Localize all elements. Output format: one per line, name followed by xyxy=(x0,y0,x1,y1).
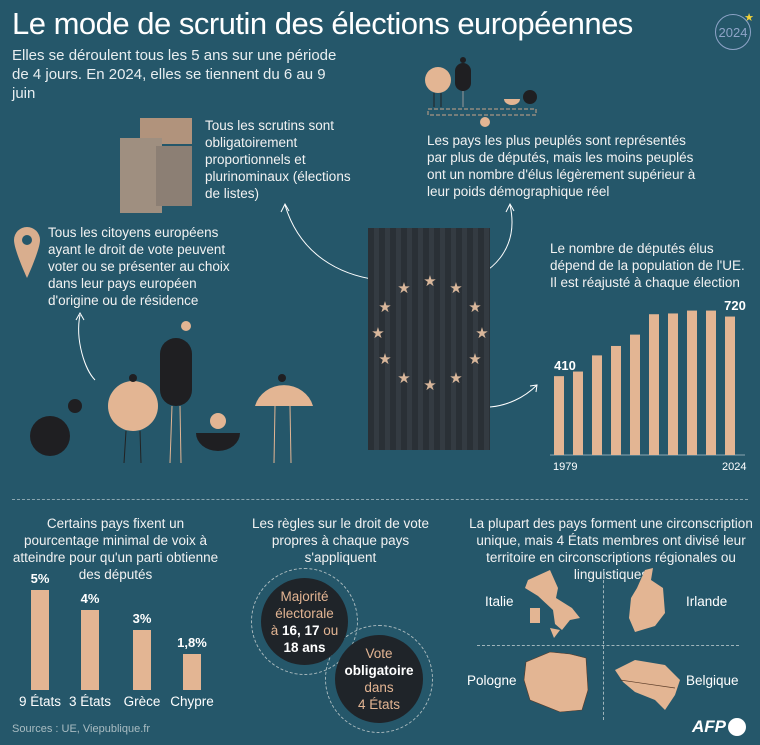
bar-2009 xyxy=(668,313,678,455)
map-ireland xyxy=(629,568,665,632)
circle2-line4: 4 États xyxy=(357,697,401,712)
page-title: Le mode de scrutin des élections europée… xyxy=(12,6,633,41)
location-pin-icon xyxy=(14,227,40,278)
circle2-line1: Vote xyxy=(365,646,393,661)
circle1-line3c: ou xyxy=(319,622,339,638)
bar-1999 xyxy=(630,334,640,455)
circle1-line2: électorale xyxy=(275,605,334,621)
constituencies-title: La plupart des pays forment une circonsc… xyxy=(469,516,753,582)
category-label: 3 États xyxy=(68,694,112,709)
eu-flag-curtain xyxy=(368,228,490,450)
sources: Sources : UE, Viepublique.fr xyxy=(12,723,150,735)
bar-3 États xyxy=(81,610,99,690)
eu-stars: ★ ★ ★ ★ ★ ★ ★ ★ ★ ★ ★ ★ xyxy=(371,273,488,394)
label-italie: Italie xyxy=(485,594,514,609)
afp-logo-circle xyxy=(728,718,746,736)
circle-compulsory: Vote obligatoire dans 4 États xyxy=(335,635,423,723)
star-icon: ★ xyxy=(449,370,462,387)
bar-Chypre xyxy=(183,654,201,690)
label-irlande: Irlande xyxy=(686,594,728,609)
star-icon: ★ xyxy=(468,299,481,316)
star-icon: ★ xyxy=(423,377,436,394)
star-icon: ★ xyxy=(468,351,481,368)
note-citizens: Tous les citoyens européens ayant le dro… xyxy=(48,225,230,308)
x-tick-2024: 2024 xyxy=(722,461,747,473)
page-subtitle: Elles se déroulent tous les 5 ans sur un… xyxy=(12,47,337,102)
bar-1984 xyxy=(573,371,583,455)
seats-chart xyxy=(550,310,745,456)
badge-year: 2024 xyxy=(718,24,748,40)
category-label: 9 États xyxy=(18,694,62,709)
circle1-line4: 18 ans xyxy=(283,639,326,655)
afp-logo: AFP xyxy=(692,717,746,737)
circle1-ages: 16, 17 xyxy=(281,622,320,638)
star-icon: ★ xyxy=(744,12,754,24)
bar-2014 xyxy=(687,310,697,455)
circle1-line1: Majorité xyxy=(280,588,329,604)
star-icon: ★ xyxy=(378,351,391,368)
bar-2024 xyxy=(725,316,735,455)
data-label-last: 720 xyxy=(724,298,746,313)
data-label: 1,8% xyxy=(177,635,207,650)
note-proportional: Tous les scrutins sont obligatoirement p… xyxy=(205,118,351,201)
bar-1979 xyxy=(554,376,564,455)
ring-compulsory xyxy=(325,625,433,733)
map-divider-h xyxy=(477,645,739,646)
category-label: Grèce xyxy=(123,694,161,709)
data-label: 3% xyxy=(132,611,152,626)
voting-rules-title: Les règles sur le droit de vote propres … xyxy=(251,516,430,565)
circle2-line2: obligatoire xyxy=(344,663,414,678)
label-pologne: Pologne xyxy=(467,673,517,688)
star-icon: ★ xyxy=(397,370,410,387)
circle-majority: Majorité électorale à 16, 17 ou 18 ans xyxy=(261,578,348,665)
label-belgique: Belgique xyxy=(686,673,739,688)
note-population: Les pays les plus peuplés sont représent… xyxy=(427,133,696,199)
star-icon: ★ xyxy=(397,280,410,297)
afp-logo-text: AFP xyxy=(692,717,726,736)
citizens-illustration xyxy=(30,321,313,464)
bar-1989 xyxy=(592,355,602,455)
data-label: 5% xyxy=(30,571,50,586)
divider xyxy=(12,499,748,500)
map-poland xyxy=(523,651,589,713)
bar-2004 xyxy=(649,314,659,455)
data-label: 4% xyxy=(80,591,100,606)
threshold-chart xyxy=(31,590,201,690)
star-icon: ★ xyxy=(449,280,462,297)
circle2-line3: dans xyxy=(364,680,394,695)
year-badge: 2024 ★ xyxy=(715,12,754,50)
balance-illustration xyxy=(425,57,537,127)
map-belgium xyxy=(615,660,680,710)
bar-9 États xyxy=(31,590,49,690)
map-italy xyxy=(525,570,580,638)
bar-1994 xyxy=(611,345,621,455)
bar-2019 xyxy=(706,310,716,455)
x-tick-1979: 1979 xyxy=(553,461,578,473)
star-icon: ★ xyxy=(475,325,488,342)
threshold-title: Certains pays fixent un pourcentage mini… xyxy=(12,516,219,582)
ballot-papers-illustration xyxy=(120,118,195,213)
star-icon: ★ xyxy=(378,299,391,316)
circle1-line3a: à xyxy=(270,622,282,638)
ring-majority xyxy=(251,568,358,675)
note-seats: Le nombre de députés élus dépend de la p… xyxy=(550,241,745,290)
star-icon: ★ xyxy=(371,325,384,342)
star-icon: ★ xyxy=(423,273,436,290)
data-label-first: 410 xyxy=(554,358,576,373)
bar-Grèce xyxy=(133,630,151,690)
category-label: Chypre xyxy=(170,694,214,709)
